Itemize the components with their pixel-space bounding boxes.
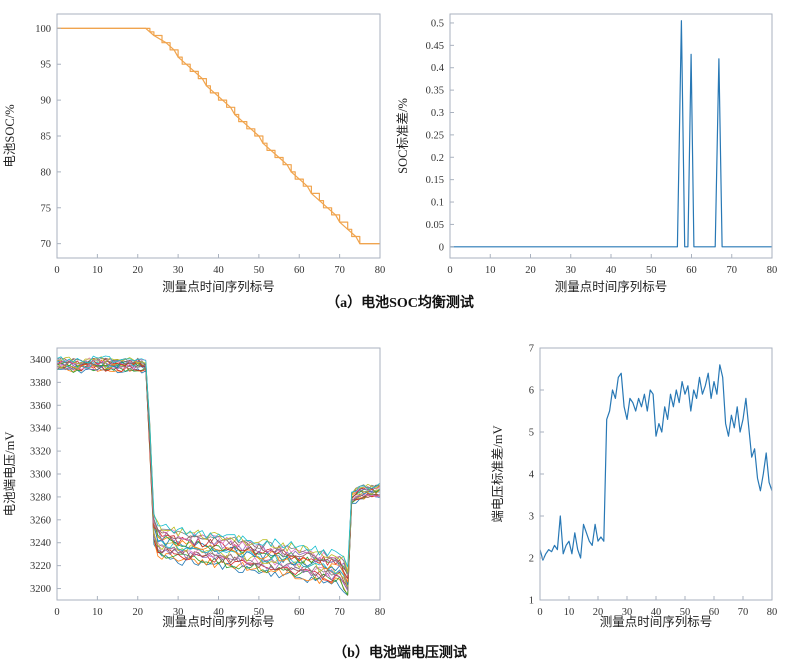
svg-text:75: 75 <box>41 203 52 214</box>
svg-text:95: 95 <box>41 60 52 71</box>
svg-text:30: 30 <box>622 607 633 618</box>
svg-text:0.5: 0.5 <box>431 18 444 29</box>
svg-text:40: 40 <box>213 265 224 276</box>
svg-text:100: 100 <box>35 24 51 35</box>
svg-text:端电压标准差/mV: 端电压标准差/mV <box>491 425 505 522</box>
svg-text:3260: 3260 <box>30 515 51 526</box>
svg-text:90: 90 <box>41 96 52 107</box>
svg-text:3320: 3320 <box>30 447 51 458</box>
svg-text:50: 50 <box>680 607 691 618</box>
svg-text:0.15: 0.15 <box>426 175 444 186</box>
svg-text:0: 0 <box>447 265 452 276</box>
svg-text:7: 7 <box>529 344 534 355</box>
svg-text:0: 0 <box>54 265 59 276</box>
chart-cell-voltage: 0 10 20 30 40 50 60 70 80 3200 3220 3240 3260 3280 330… <box>0 335 395 640</box>
svg-text:0.25: 0.25 <box>426 130 444 141</box>
svg-text:10: 10 <box>92 607 103 618</box>
svg-text:50: 50 <box>254 607 265 618</box>
svg-text:60: 60 <box>294 265 305 276</box>
svg-text:0: 0 <box>537 607 542 618</box>
svg-text:4: 4 <box>529 470 535 481</box>
svg-text:10: 10 <box>564 607 575 618</box>
svg-text:测量点时间序列标号: 测量点时间序列标号 <box>162 614 275 629</box>
svg-text:80: 80 <box>375 265 386 276</box>
caption-b: （b）电池端电压测试 <box>333 646 467 661</box>
svg-text:70: 70 <box>334 265 345 276</box>
svg-text:60: 60 <box>686 265 697 276</box>
svg-text:测量点时间序列标号: 测量点时间序列标号 <box>600 614 713 629</box>
chart-battery-soc: 0 10 20 30 40 50 60 70 80 70 75 80 85 90 95 100 测量点时间序列标… <box>0 0 395 305</box>
svg-text:0.2: 0.2 <box>431 153 444 164</box>
svg-text:80: 80 <box>767 265 778 276</box>
svg-text:50: 50 <box>254 265 265 276</box>
svg-text:测量点时间序列标号: 测量点时间序列标号 <box>555 279 668 294</box>
svg-text:20: 20 <box>133 607 144 618</box>
svg-text:3380: 3380 <box>30 378 51 389</box>
chart-soc-std: 0 10 20 30 40 50 60 70 80 0 0.05 0.1 0.15 0.2 0.25 0.3 0… <box>395 0 800 305</box>
svg-text:80: 80 <box>41 167 52 178</box>
svg-text:60: 60 <box>294 607 305 618</box>
svg-text:10: 10 <box>485 265 496 276</box>
svg-text:70: 70 <box>334 607 345 618</box>
svg-text:70: 70 <box>41 239 52 250</box>
svg-text:3340: 3340 <box>30 424 51 435</box>
svg-text:0.4: 0.4 <box>431 63 445 74</box>
svg-text:20: 20 <box>593 607 604 618</box>
svg-text:20: 20 <box>133 265 144 276</box>
svg-text:SOC标准差/%: SOC标准差/% <box>396 98 410 174</box>
svg-text:6: 6 <box>529 386 534 397</box>
svg-text:0.3: 0.3 <box>431 108 444 119</box>
svg-text:3220: 3220 <box>30 561 51 572</box>
svg-text:0: 0 <box>54 607 59 618</box>
svg-text:0.45: 0.45 <box>426 41 444 52</box>
svg-text:3240: 3240 <box>30 538 51 549</box>
svg-text:3300: 3300 <box>30 470 51 481</box>
svg-text:0.35: 0.35 <box>426 86 444 97</box>
caption-a: （a）电池SOC均衡测试 <box>326 296 474 311</box>
svg-text:5: 5 <box>529 428 534 439</box>
svg-text:3200: 3200 <box>30 584 51 595</box>
svg-text:40: 40 <box>606 265 617 276</box>
svg-text:0.1: 0.1 <box>431 198 444 209</box>
svg-text:1: 1 <box>529 596 534 607</box>
svg-text:3: 3 <box>529 512 534 523</box>
svg-text:80: 80 <box>375 607 386 618</box>
svg-text:30: 30 <box>173 607 184 618</box>
svg-text:70: 70 <box>738 607 749 618</box>
svg-text:3400: 3400 <box>30 355 51 366</box>
svg-text:30: 30 <box>173 265 184 276</box>
svg-text:40: 40 <box>651 607 662 618</box>
svg-text:3280: 3280 <box>30 492 51 503</box>
svg-text:测量点时间序列标号: 测量点时间序列标号 <box>162 279 275 294</box>
svg-text:2: 2 <box>529 554 534 565</box>
svg-text:电池端电压/mV: 电池端电压/mV <box>3 432 17 517</box>
chart-voltage-std: 0 10 20 30 40 50 60 70 80 1 2 3 4 5 6 7 测量点时间序列标号 端电压标准差/… <box>490 335 800 640</box>
svg-text:60: 60 <box>709 607 720 618</box>
svg-text:3360: 3360 <box>30 401 51 412</box>
svg-text:85: 85 <box>41 132 52 143</box>
svg-text:30: 30 <box>566 265 577 276</box>
svg-text:70: 70 <box>727 265 738 276</box>
svg-text:0: 0 <box>439 242 444 253</box>
svg-text:20: 20 <box>525 265 536 276</box>
svg-text:电池SOC/%: 电池SOC/% <box>3 104 17 167</box>
svg-text:50: 50 <box>646 265 657 276</box>
svg-text:40: 40 <box>213 607 224 618</box>
svg-text:10: 10 <box>92 265 103 276</box>
svg-text:0.05: 0.05 <box>426 220 444 231</box>
svg-text:80: 80 <box>767 607 778 618</box>
